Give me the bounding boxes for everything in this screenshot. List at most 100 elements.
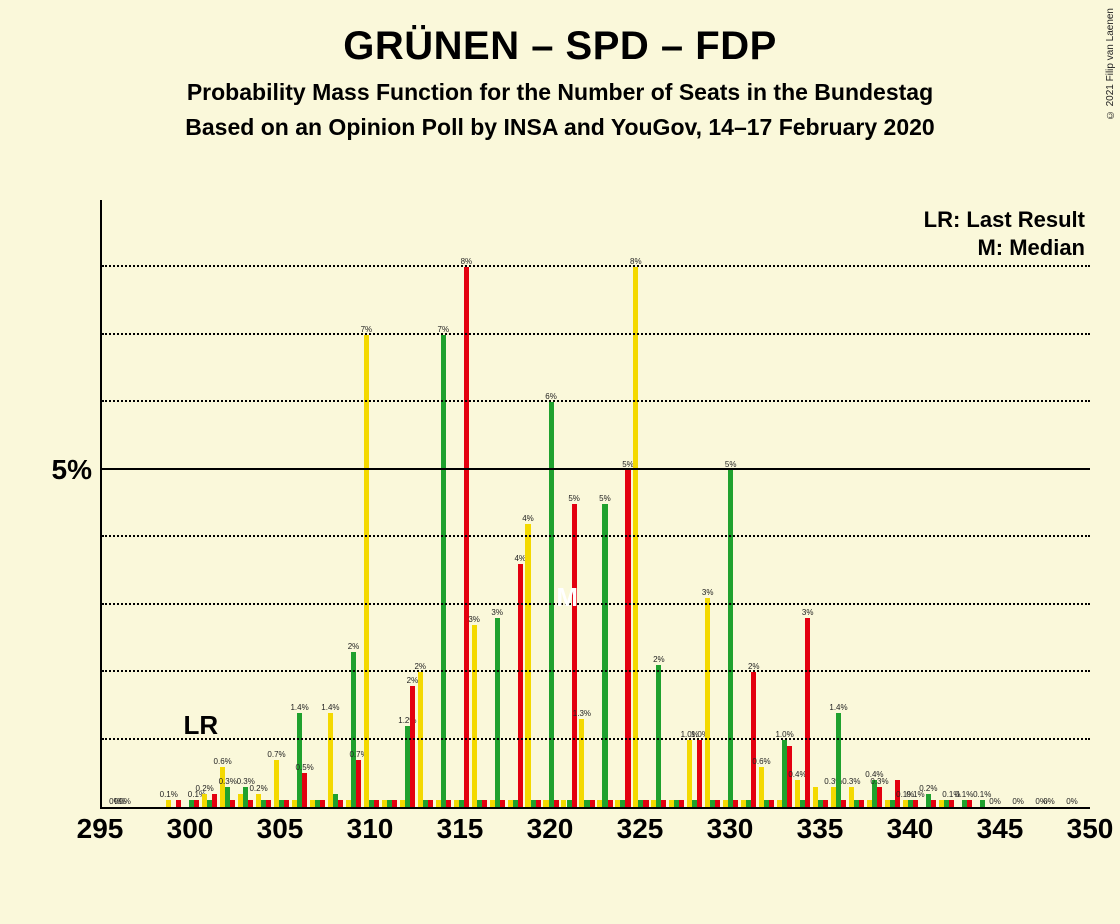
bar-yellow: 7% (364, 335, 369, 807)
bar-red: 2% (410, 686, 415, 807)
bar-red (643, 800, 648, 807)
bar-red: 0.1% (949, 800, 954, 807)
x-tick: 330 (707, 813, 754, 845)
bar-label: 1.4% (290, 703, 308, 712)
bar-red: 3% (805, 618, 810, 807)
bar-red (733, 800, 738, 807)
bar-label: 0.4% (788, 770, 806, 779)
gridline (102, 468, 1090, 470)
gridline (102, 400, 1090, 402)
bar-label: 4% (514, 554, 526, 563)
bar-red (212, 794, 217, 807)
bar-label: 0% (989, 797, 1001, 806)
bar-red: 0.1% (194, 800, 199, 807)
x-tick: 315 (437, 813, 484, 845)
x-tick: 335 (797, 813, 844, 845)
gridline (102, 670, 1090, 672)
m-marker: M (556, 582, 578, 613)
chart-subtitle-2: Based on an Opinion Poll by INSA and You… (0, 114, 1120, 141)
bar-label: 0.3% (870, 777, 888, 786)
bar-red: 4% (518, 564, 523, 807)
bar-label: 0.1% (160, 790, 178, 799)
lr-marker: LR (183, 710, 218, 741)
bar-red (608, 800, 613, 807)
plot-area: LR: Last Result M: Median 0%0%0%0.1%0.1%… (100, 200, 1090, 809)
bar-label: 0.2% (249, 784, 267, 793)
gridline (102, 603, 1090, 605)
bar-label: 3% (491, 608, 503, 617)
bar-yellow: 2% (418, 672, 423, 807)
bar-red (374, 800, 379, 807)
bar-red (320, 800, 325, 807)
title-block: GRÜNEN – SPD – FDP Probability Mass Func… (0, 0, 1120, 141)
bar-red: 2% (751, 672, 756, 807)
bar-yellow: 0.1% (166, 800, 171, 807)
bar-label: 0.6% (214, 757, 232, 766)
bar-red (715, 800, 720, 807)
bar-green: 5% (602, 504, 607, 808)
gridline (102, 535, 1090, 537)
bar-label: 3% (468, 615, 480, 624)
x-tick: 295 (77, 813, 124, 845)
bar-red (230, 800, 235, 807)
bar-red: 0.5% (302, 773, 307, 807)
bar-label: 0.3% (219, 777, 237, 786)
x-tick: 300 (167, 813, 214, 845)
gridline (102, 333, 1090, 335)
bar-red (284, 800, 289, 807)
bar-yellow: 3% (472, 625, 477, 807)
bar-label: 1.4% (321, 703, 339, 712)
x-tick: 310 (347, 813, 394, 845)
x-axis-ticks: 295300305310315320325330335340345350 (100, 809, 1090, 854)
bar-green: 6% (549, 402, 554, 807)
bar-label: 0% (1043, 797, 1055, 806)
y-axis-label: 5% (32, 454, 92, 486)
bar-red: 5% (625, 470, 630, 807)
bar-red (536, 800, 541, 807)
bar-label: 0.5% (296, 763, 314, 772)
bar-label: 0% (1066, 797, 1078, 806)
bar-red: 0.7% (356, 760, 361, 807)
x-tick: 345 (977, 813, 1024, 845)
bar-label: 1.4% (829, 703, 847, 712)
bar-red (428, 800, 433, 807)
gridline (102, 265, 1090, 267)
bar-label: 5% (599, 494, 611, 503)
bar-label: 4% (522, 514, 534, 523)
bar-label: 1.3% (573, 709, 591, 718)
bar-yellow: 1.0% (687, 740, 692, 807)
chart-title: GRÜNEN – SPD – FDP (0, 24, 1120, 69)
bar-red (823, 800, 828, 807)
bar-red (446, 800, 451, 807)
chart-area: LR: Last Result M: Median 0%0%0%0.1%0.1%… (80, 200, 1090, 854)
bar-label: 3% (802, 608, 814, 617)
chart-subtitle-1: Probability Mass Function for the Number… (0, 79, 1120, 106)
bar-label: 0.3% (842, 777, 860, 786)
bar-label: 2% (653, 655, 665, 664)
copyright-text: © 2021 Filip van Laenen (1105, 8, 1116, 120)
bar-label: 3% (702, 588, 714, 597)
bar-label: 0.2% (919, 784, 937, 793)
x-tick: 320 (527, 813, 574, 845)
bar-green: 7% (441, 335, 446, 807)
bar-green: 0.1% (980, 800, 985, 807)
bar-red (176, 800, 181, 807)
x-tick: 350 (1067, 813, 1114, 845)
x-tick: 325 (617, 813, 664, 845)
bar-label: 2% (348, 642, 360, 651)
bar-red (841, 800, 846, 807)
bar-red (248, 800, 253, 807)
bar-red (769, 800, 774, 807)
bar-red: 0.3% (877, 787, 882, 807)
bar-label: 0.1% (955, 790, 973, 799)
bar-yellow: 1.3% (579, 719, 584, 807)
bar-red: 0.1% (913, 800, 918, 807)
bar-red (661, 800, 666, 807)
bar-red (482, 800, 487, 807)
bar-red (679, 800, 684, 807)
bar-label: 0% (119, 797, 131, 806)
bar-red (859, 800, 864, 807)
bar-green: 3% (495, 618, 500, 807)
bar-yellow: 4% (525, 524, 530, 807)
bar-label: 0.2% (196, 784, 214, 793)
